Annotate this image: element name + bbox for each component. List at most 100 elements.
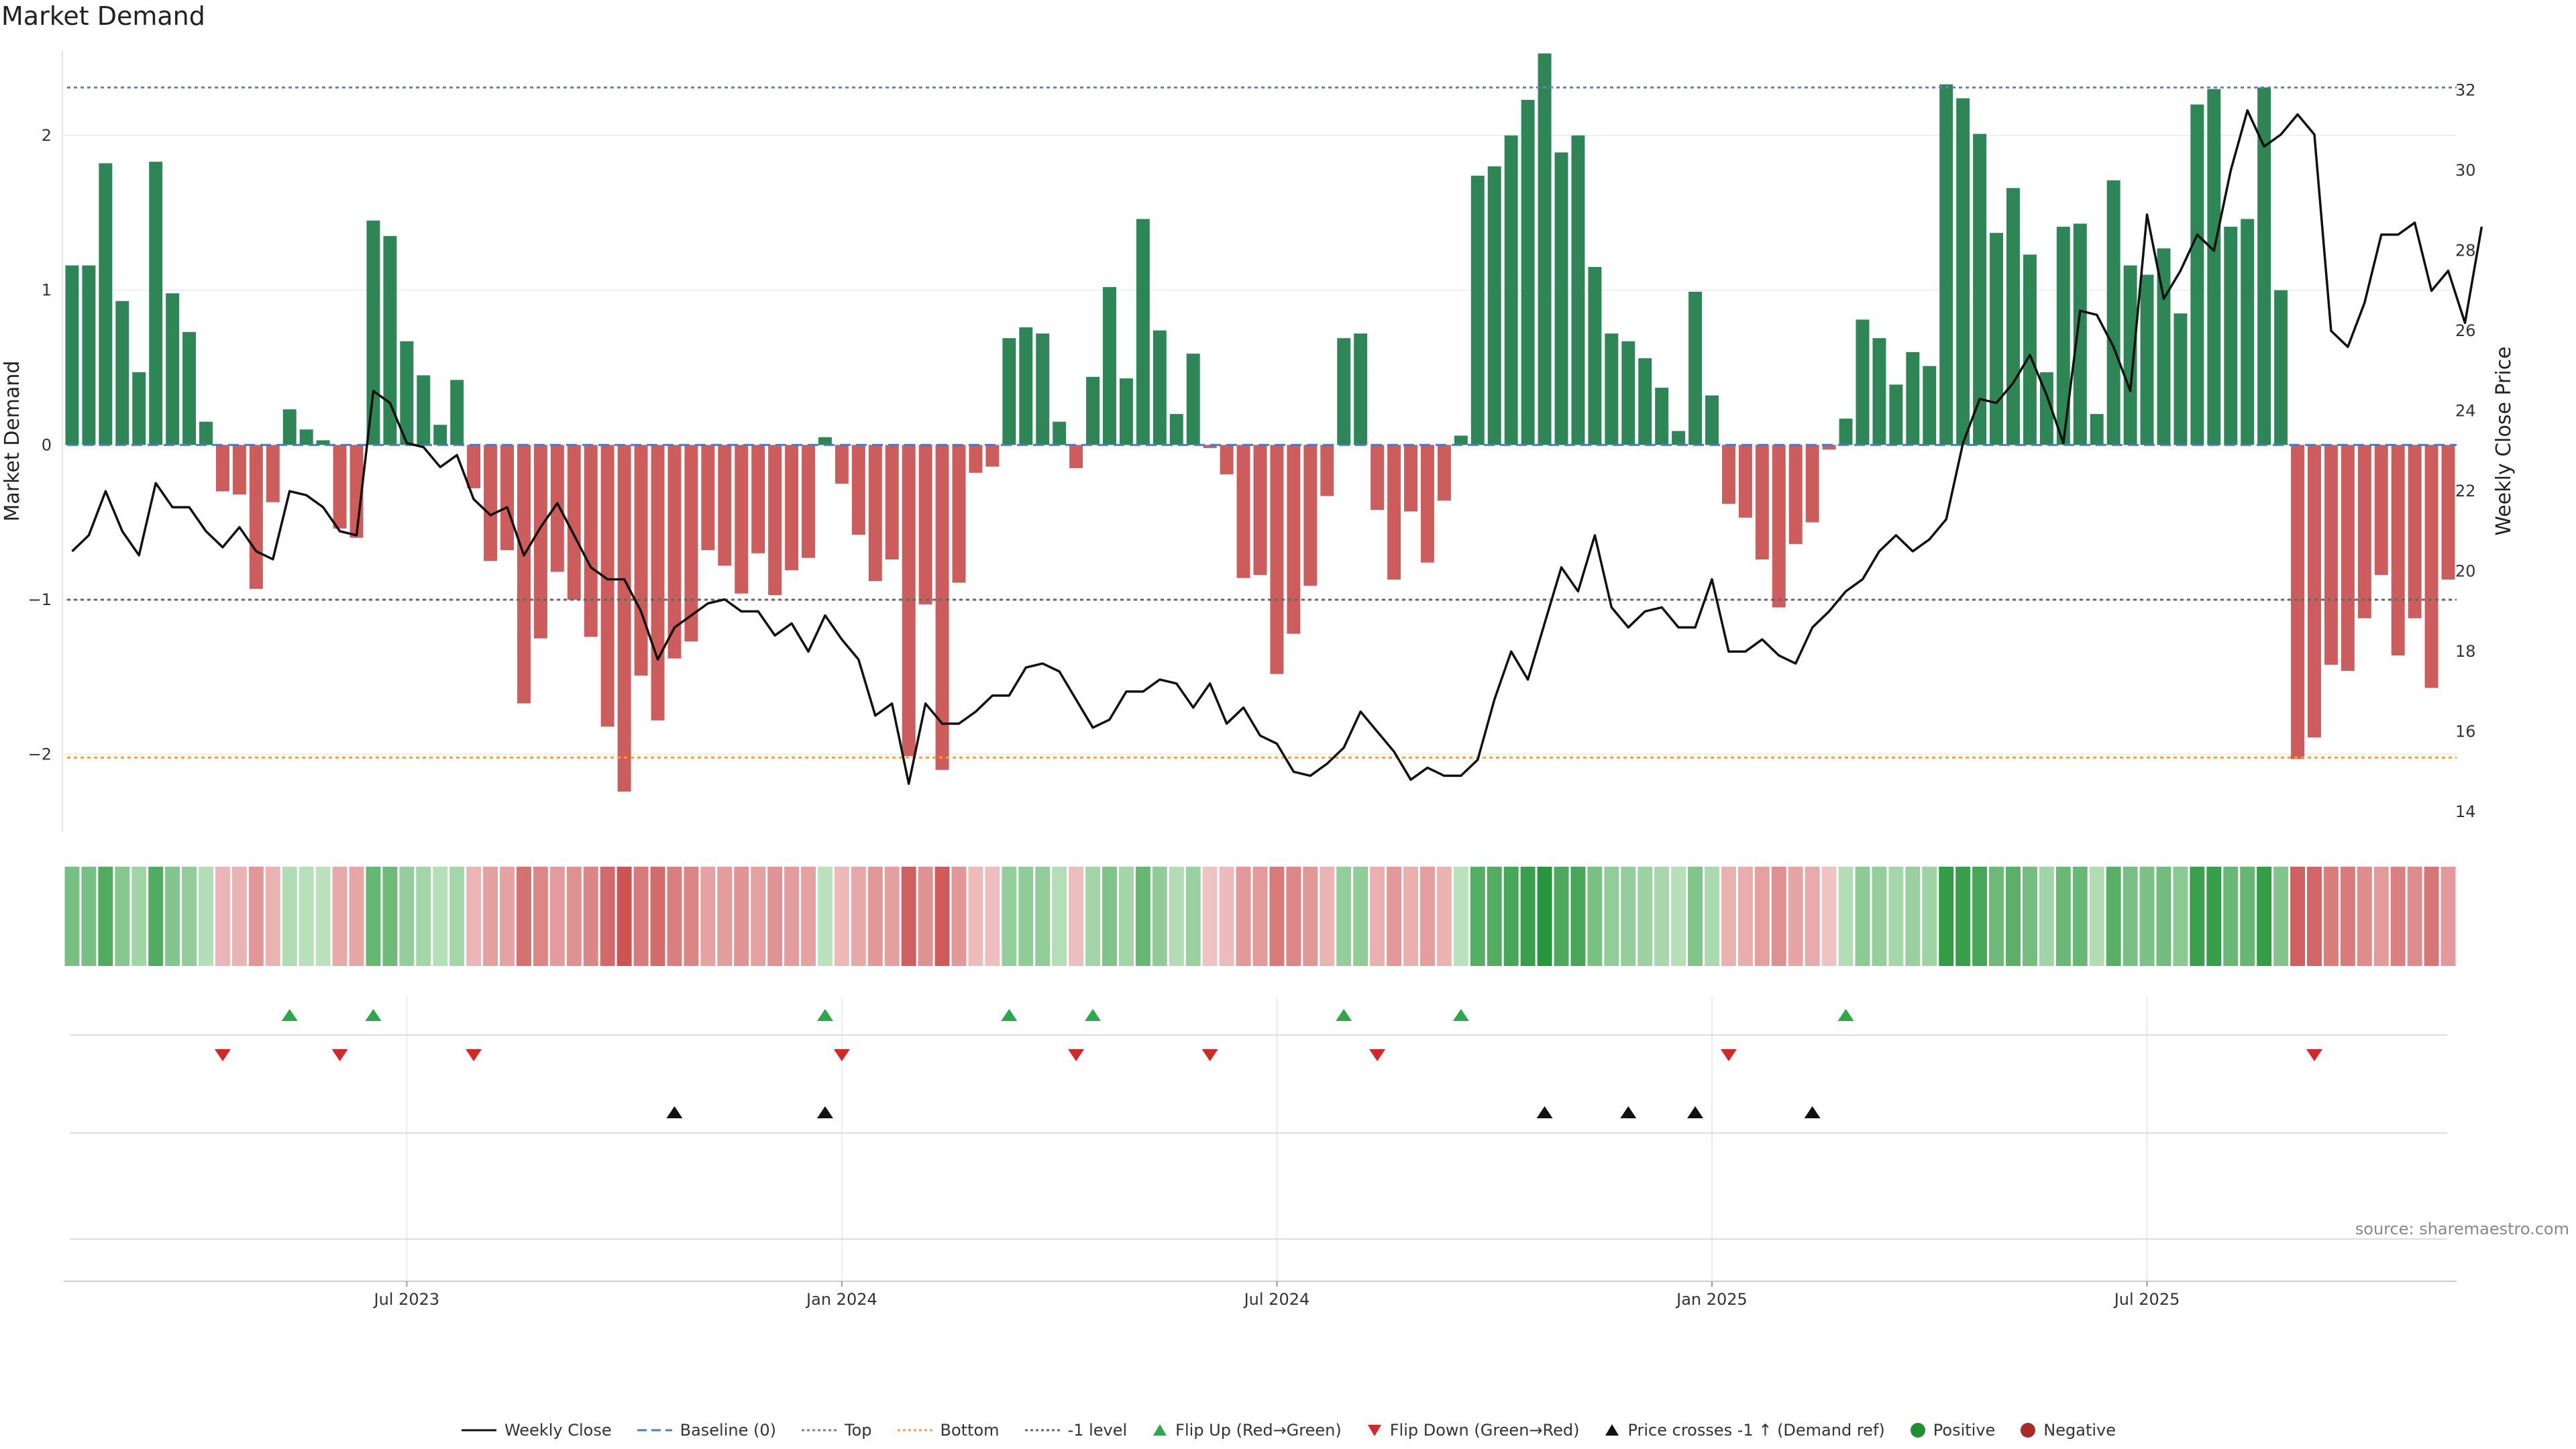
demand-bar-positive	[1571, 135, 1585, 445]
heat-strip-cell	[867, 867, 883, 966]
demand-bar-positive	[1655, 387, 1669, 445]
heat-strip-cell	[148, 867, 164, 966]
price-cross-marker	[1620, 1106, 1637, 1118]
demand-bar-negative	[2441, 445, 2455, 580]
demand-bar-negative	[1822, 445, 1836, 450]
heat-strip-cell	[985, 867, 1000, 966]
demand-bar-negative	[851, 445, 865, 535]
demand-bar-positive	[1487, 166, 1501, 445]
x-tick-label: Jul 2024	[1243, 1290, 1310, 1309]
heat-strip-cell	[901, 867, 916, 966]
demand-bar-negative	[1772, 445, 1786, 608]
demand-bar-positive	[1889, 384, 1903, 445]
legend-swatch	[637, 1429, 672, 1432]
heat-strip-cell	[2139, 867, 2155, 966]
legend-label: Positive	[1933, 1421, 1996, 1440]
heat-strip-cell	[416, 867, 431, 966]
heat-strip-cell	[2156, 867, 2171, 966]
heat-strip-cell	[433, 867, 448, 966]
demand-bar-positive	[316, 440, 330, 445]
demand-bar-positive	[65, 265, 79, 445]
heat-strip-cell	[834, 867, 849, 966]
heat-strip-cell	[131, 867, 147, 966]
heat-strip-cell	[282, 867, 297, 966]
demand-bar-positive	[1956, 98, 1970, 445]
demand-bar-positive	[2090, 414, 2104, 445]
price-cross-marker	[1804, 1106, 1821, 1118]
heat-strip-cell	[332, 867, 347, 966]
demand-bar-positive	[1554, 152, 1568, 445]
legend-swatch-shape	[1910, 1423, 1925, 1438]
demand-bar-positive	[1152, 330, 1167, 445]
legend-swatch-shape	[1605, 1424, 1619, 1436]
demand-bar-negative	[1738, 445, 1752, 518]
legend-swatch	[897, 1429, 932, 1432]
heat-strip-cell	[1805, 867, 1820, 966]
demand-bar-negative	[2324, 445, 2338, 665]
demand-bar-positive	[1923, 366, 1937, 445]
demand-bar-negative	[2424, 445, 2438, 688]
heat-strip-cell	[2257, 867, 2272, 966]
legend-label: Bottom	[940, 1421, 1000, 1440]
x-tick-label: Jan 2024	[805, 1290, 877, 1309]
demand-bar-positive	[166, 293, 180, 445]
heat-strip-cell	[1370, 867, 1385, 966]
demand-bar-positive	[2190, 104, 2204, 445]
y-tick-label: −2	[28, 745, 52, 764]
heat-strip-cell	[516, 867, 531, 966]
heat-strip-cell	[182, 867, 197, 966]
demand-bar-negative	[718, 445, 732, 566]
heat-strip-cell	[817, 867, 833, 966]
heat-strip-cell	[1638, 867, 1653, 966]
legend-label: -1 level	[1067, 1421, 1128, 1440]
demand-bar-negative	[2408, 445, 2422, 619]
demand-bar-negative	[2291, 445, 2305, 759]
heat-strip-cell	[1554, 867, 1569, 966]
heat-strip-cell	[2307, 867, 2322, 966]
legend-swatch	[802, 1429, 837, 1432]
flip-up-marker	[1336, 1009, 1352, 1021]
heat-strip-cell	[2072, 867, 2088, 966]
demand-bar-negative	[985, 445, 1000, 467]
heat-strip-cell	[667, 867, 682, 966]
heat-strip-cell	[934, 867, 950, 966]
heat-strip-cell	[2290, 867, 2306, 966]
heat-strip-cell	[1922, 867, 1937, 966]
demand-bar-negative	[1303, 445, 1318, 586]
heat-strip-cell	[1236, 867, 1251, 966]
demand-bar-negative	[232, 445, 246, 495]
demand-bar-negative	[1320, 445, 1334, 496]
demand-bar-negative	[701, 445, 715, 551]
heat-strip-cell	[2273, 867, 2289, 966]
chart-title: Market Demand	[1, 1, 205, 31]
demand-bar-positive	[1990, 233, 2004, 445]
legend-swatch	[461, 1429, 496, 1432]
heat-strip-cell	[81, 867, 97, 966]
heat-strip-cell	[1788, 867, 1803, 966]
heat-strip-cell	[1587, 867, 1603, 966]
flip-up-marker	[1837, 1009, 1854, 1021]
legend-item: Baseline (0)	[636, 1421, 776, 1440]
demand-bar-positive	[1872, 338, 1886, 445]
legend-label: Negative	[2043, 1421, 2116, 1440]
legend-item: Bottom	[896, 1421, 1000, 1440]
demand-bar-negative	[1420, 445, 1434, 563]
flip-down-marker	[214, 1049, 231, 1061]
demand-bar-negative	[484, 445, 498, 561]
heat-strip-cell	[1503, 867, 1519, 966]
demand-bar-negative	[215, 445, 229, 492]
flip-down-marker	[466, 1049, 482, 1061]
heat-strip-cell	[1855, 867, 1870, 966]
heat-strip-cell	[1002, 867, 1017, 966]
demand-bar-negative	[1404, 445, 1417, 512]
heat-strip-cell	[1185, 867, 1201, 966]
heat-strip-cell	[2123, 867, 2138, 966]
heat-strip-cell	[1905, 867, 1921, 966]
heat-strip-cell	[2206, 867, 2222, 966]
demand-bar-negative	[651, 445, 665, 720]
demand-bar-negative	[1069, 445, 1083, 468]
heat-strip-cell	[684, 867, 699, 966]
heat-strip-cell	[1721, 867, 1736, 966]
demand-bar-positive	[1638, 358, 1652, 445]
